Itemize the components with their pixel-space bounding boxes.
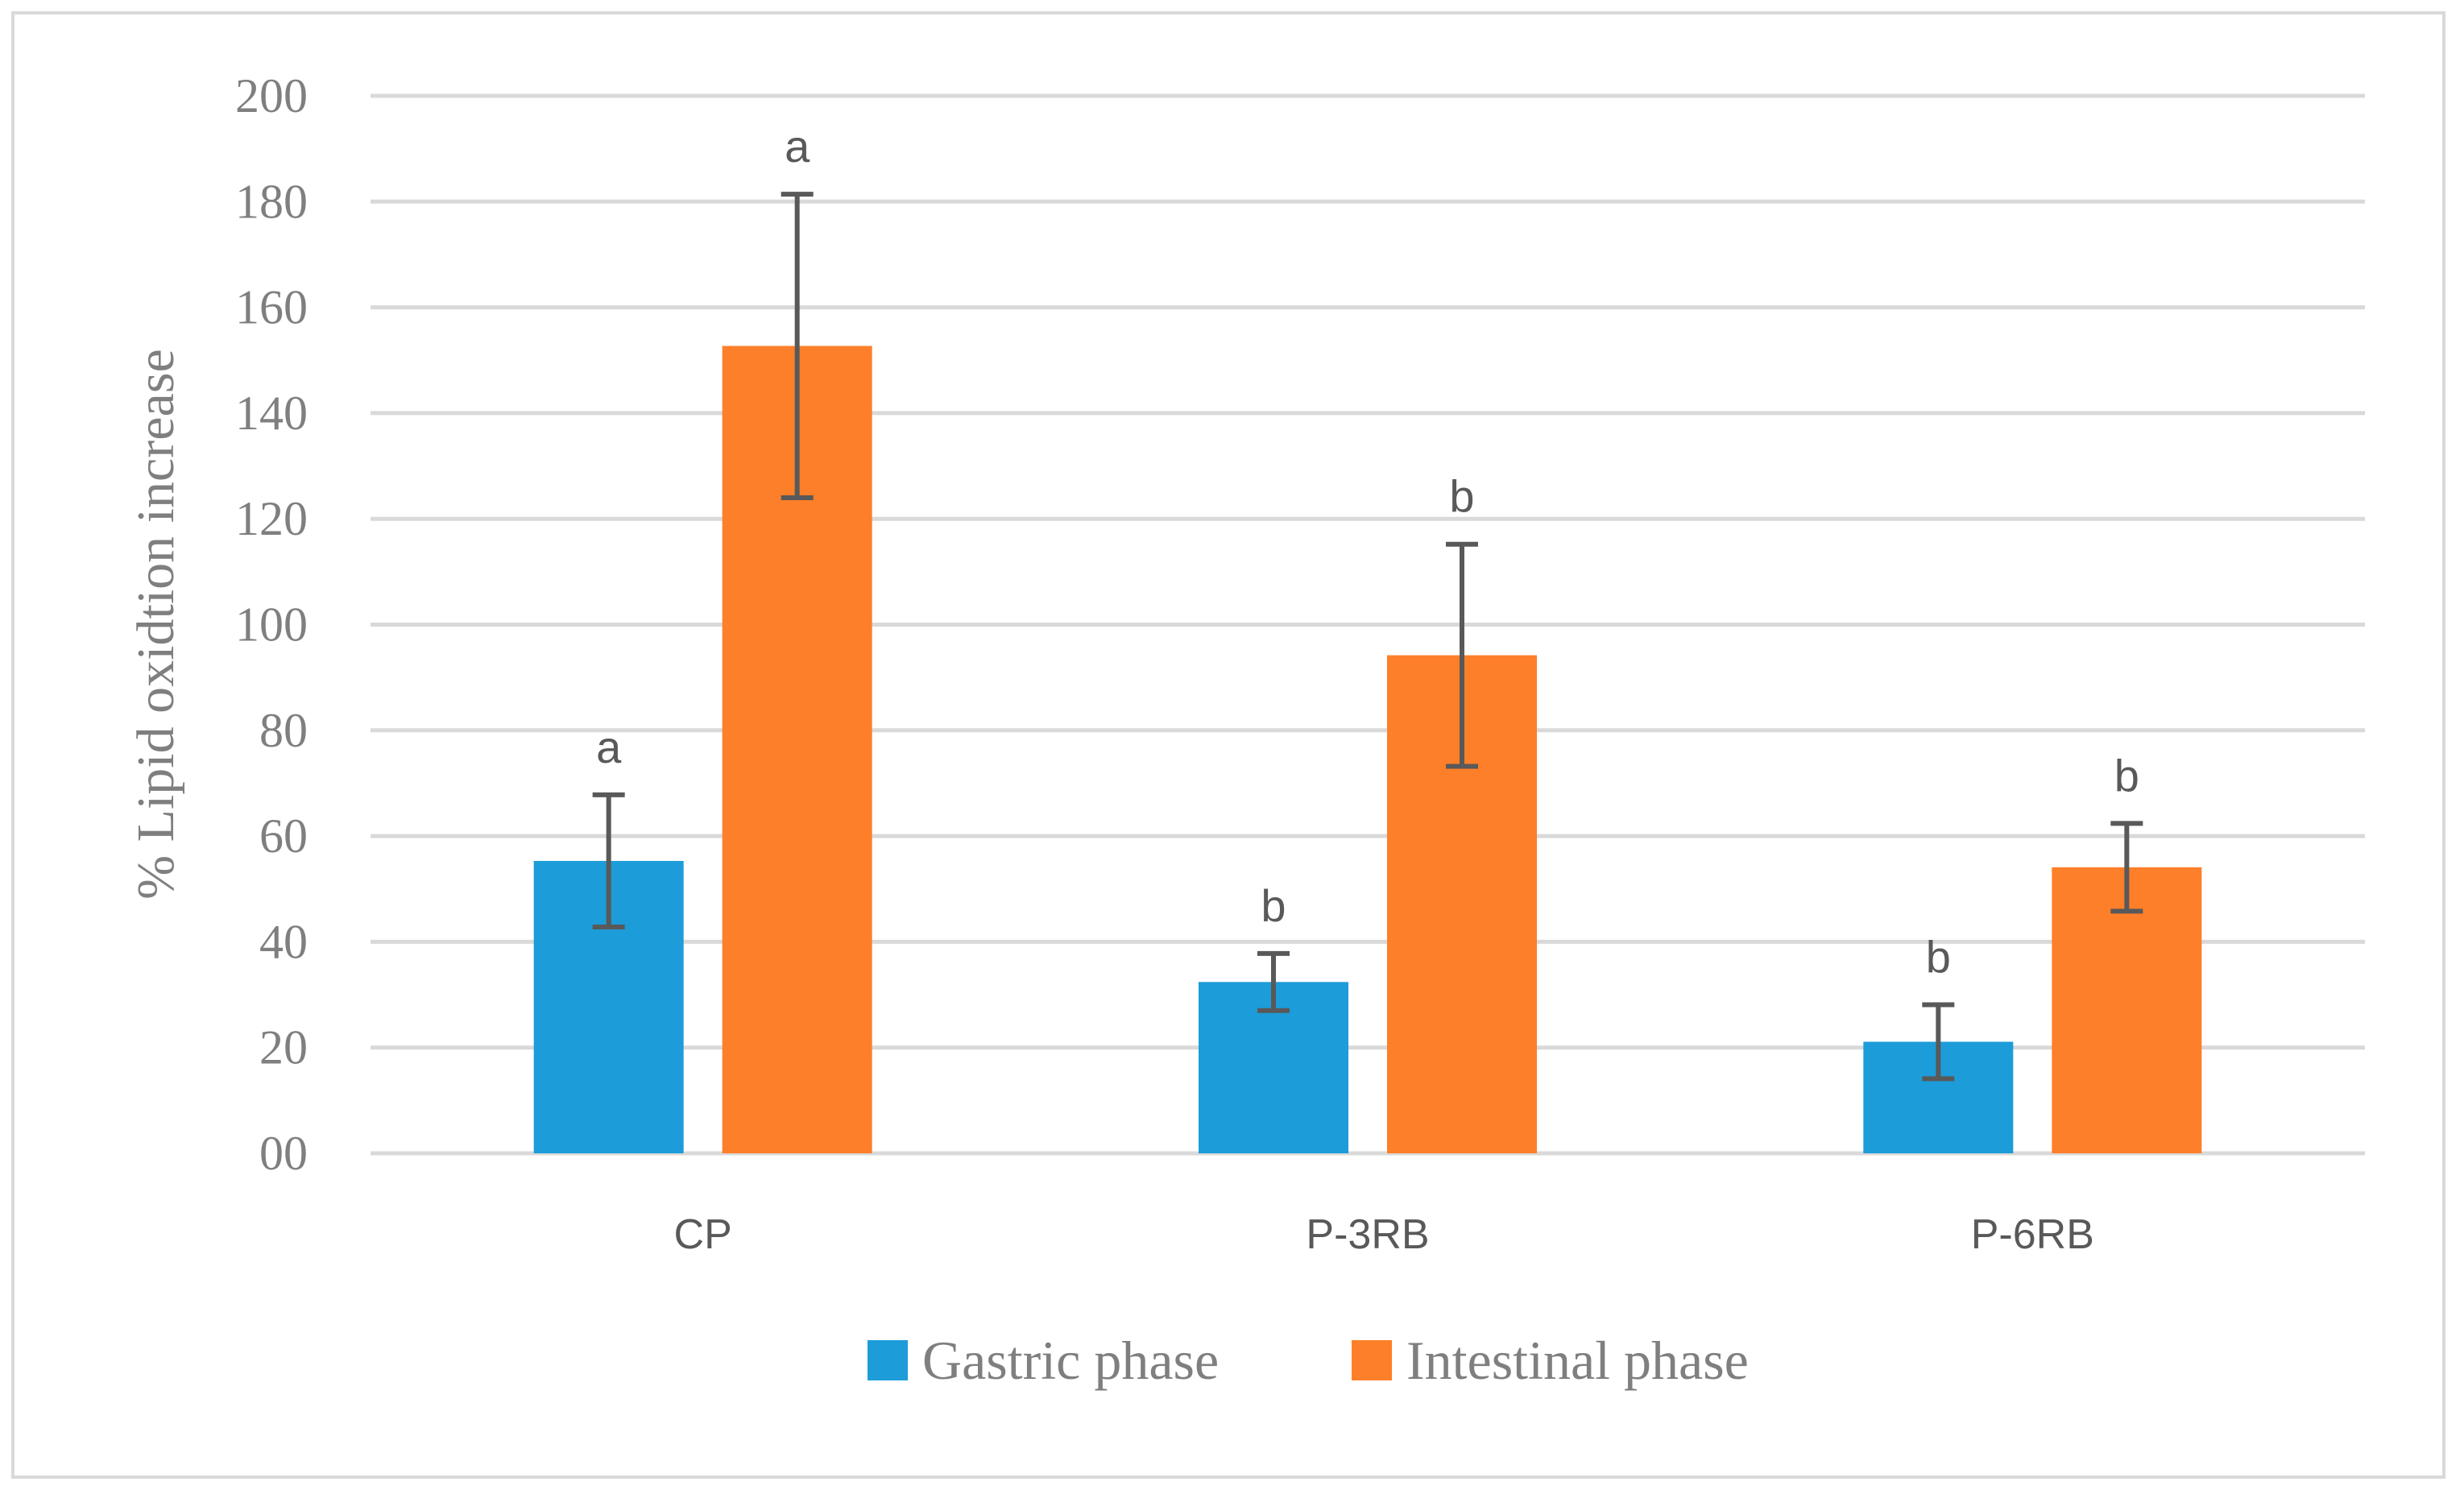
x-tick-label: CP (674, 1211, 732, 1258)
bar (2052, 867, 2202, 1153)
error-bar (592, 792, 625, 930)
error-bar (1257, 950, 1290, 1013)
legend-swatch (1352, 1340, 1392, 1380)
x-tick-label: P-6RB (1971, 1211, 2094, 1258)
error-bar (2110, 821, 2143, 914)
y-tick-label: 80 (259, 704, 308, 757)
error-bar (781, 192, 814, 500)
error-bar (1446, 541, 1478, 769)
y-tick-label: 00 (259, 1127, 308, 1180)
legend-label: Intestinal phase (1406, 1330, 1749, 1391)
significance-letter: b (1449, 471, 1474, 522)
y-tick-label: 160 (235, 281, 308, 334)
y-tick-label: 120 (235, 492, 308, 545)
y-tick-label: 60 (259, 809, 308, 863)
legend-label: Gastric phase (922, 1330, 1219, 1391)
x-tick-label: P-3RB (1306, 1211, 1429, 1258)
y-tick-label: 200 (235, 69, 308, 122)
y-tick-label: 140 (235, 387, 308, 440)
significance-letter: b (1926, 932, 1951, 983)
legend-swatch (868, 1340, 908, 1380)
significance-letter: a (785, 121, 810, 172)
legend: Gastric phase Intestinal phase (868, 1330, 1749, 1391)
y-axis-label: % Lipid oxidtion increase (126, 349, 185, 900)
y-tick-label: 180 (235, 175, 308, 228)
error-bar (1922, 1002, 1955, 1082)
y-tick-label: 20 (259, 1021, 308, 1074)
y-tick-label: 100 (235, 598, 308, 652)
y-tick-label: 40 (259, 915, 308, 968)
significance-letter: b (2114, 750, 2139, 801)
significance-letter: b (1261, 880, 1286, 931)
chart-frame (11, 11, 2445, 1479)
significance-letter: a (596, 722, 622, 772)
